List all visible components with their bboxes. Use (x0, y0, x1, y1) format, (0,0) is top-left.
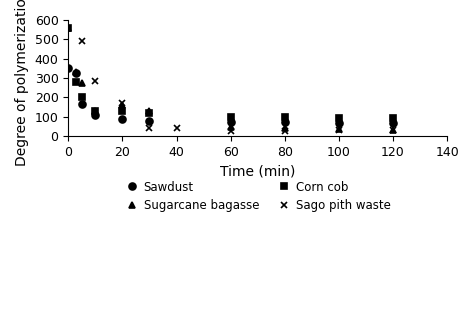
Sago pith waste (173, 126, 179, 130)
Corn cob (336, 116, 342, 120)
Sago pith waste (79, 39, 85, 43)
Sawdust (79, 102, 85, 106)
Line: Sugarcane bagasse: Sugarcane bagasse (65, 24, 396, 134)
Sugarcane bagasse (336, 128, 342, 132)
Sawdust (92, 113, 98, 117)
Sugarcane bagasse (79, 81, 85, 85)
Sago pith waste (146, 126, 152, 130)
Sawdust (65, 67, 71, 71)
Sawdust (390, 121, 396, 125)
Sugarcane bagasse (65, 26, 71, 30)
X-axis label: Time (min): Time (min) (220, 165, 295, 178)
Sago pith waste (336, 128, 342, 132)
Corn cob (119, 109, 125, 113)
Sawdust (228, 120, 234, 124)
Sugarcane bagasse (146, 109, 152, 113)
Corn cob (92, 109, 98, 113)
Sawdust (282, 120, 288, 124)
Corn cob (146, 111, 152, 115)
Sago pith waste (390, 129, 396, 133)
Sugarcane bagasse (119, 103, 125, 107)
Line: Sago pith waste: Sago pith waste (78, 38, 396, 134)
Sago pith waste (282, 129, 288, 133)
Sago pith waste (228, 129, 234, 133)
Line: Corn cob: Corn cob (65, 24, 396, 121)
Corn cob (79, 96, 85, 100)
Corn cob (73, 80, 79, 84)
Sawdust (73, 71, 79, 75)
Corn cob (65, 26, 71, 30)
Line: Sawdust: Sawdust (65, 65, 396, 126)
Y-axis label: Degree of polymerization: Degree of polymerization (15, 0, 29, 166)
Sawdust (119, 117, 125, 121)
Sugarcane bagasse (73, 70, 79, 74)
Legend: Sawdust, Sugarcane bagasse, Corn cob, Sago pith waste: Sawdust, Sugarcane bagasse, Corn cob, Sa… (121, 177, 394, 216)
Sawdust (146, 119, 152, 123)
Sugarcane bagasse (390, 129, 396, 133)
Sugarcane bagasse (92, 109, 98, 113)
Sugarcane bagasse (228, 125, 234, 129)
Corn cob (228, 115, 234, 119)
Sago pith waste (92, 79, 98, 83)
Sawdust (336, 121, 342, 125)
Corn cob (390, 116, 396, 120)
Corn cob (282, 115, 288, 119)
Sago pith waste (119, 101, 125, 105)
Sugarcane bagasse (282, 127, 288, 131)
